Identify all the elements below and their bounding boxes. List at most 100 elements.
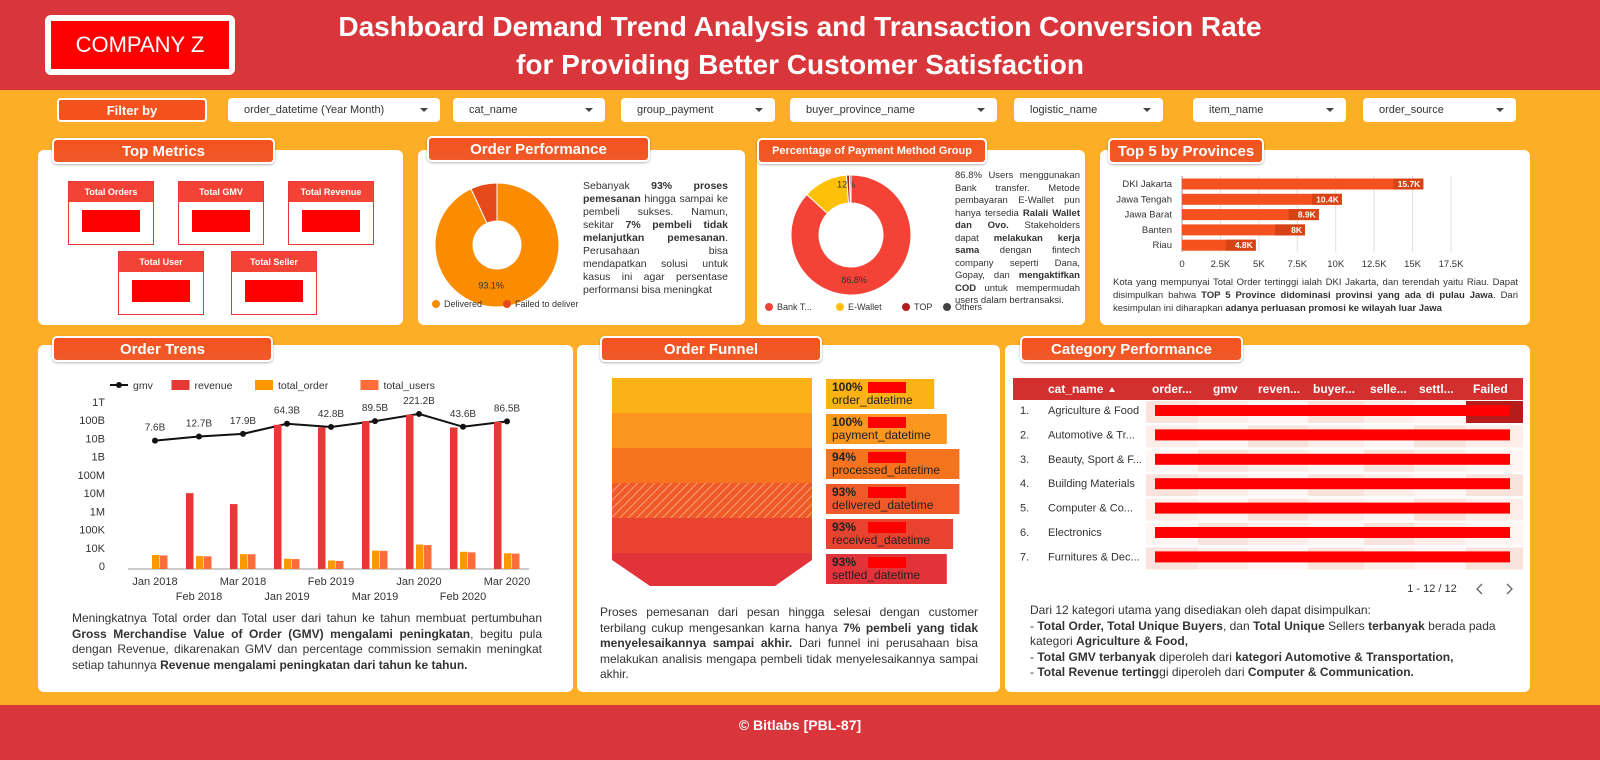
row-index: 3. — [1020, 454, 1029, 466]
legend-label: Others — [955, 302, 983, 312]
paragraph: Sebanyak 93% proses pemesanan hingga sam… — [583, 180, 728, 297]
row-index: 5. — [1020, 503, 1029, 515]
redacted — [1155, 429, 1510, 441]
value-label: 8K — [1291, 225, 1303, 235]
bar — [240, 554, 248, 569]
gmv-point — [416, 410, 422, 417]
redacted — [1155, 453, 1510, 465]
bar — [328, 560, 336, 569]
bar — [416, 544, 424, 569]
filter-dropdown[interactable]: logistic_name — [1014, 98, 1163, 122]
metric-card-title: Total Seller — [232, 252, 316, 272]
filter-dropdown[interactable]: buyer_province_name — [790, 98, 997, 122]
bar — [318, 427, 326, 569]
bar — [468, 552, 476, 569]
paragraph: Proses pemesanan dari pesan hingga seles… — [600, 605, 978, 683]
gmv-point — [504, 418, 510, 425]
bar — [204, 556, 212, 569]
filter-dropdown[interactable]: group_payment — [621, 98, 775, 122]
bold-run: Agriculture & Food, — [1076, 634, 1189, 648]
column-header: cat_name — [1048, 382, 1104, 396]
redacted-value — [191, 210, 251, 232]
text-run: Dari 12 kategori utama yang disediakan o… — [1030, 603, 1371, 617]
legend-label: total_users — [384, 380, 435, 392]
bold-run: TOP 5 Province didominasi provinsi yang … — [1201, 290, 1493, 301]
legend-swatch — [902, 303, 910, 311]
stage-name: delivered_datetime — [832, 498, 934, 512]
bold-run: Revenue mengalami peningkatan dari tahun… — [160, 657, 468, 672]
redacted — [1155, 527, 1510, 538]
x-tick-label: Mar 2019 — [352, 591, 398, 603]
paragraph: - Total Revenue tertinggi diperoleh dari… — [1030, 665, 1500, 681]
bar — [1182, 239, 1256, 251]
bar — [504, 553, 512, 569]
stage-percent: 93% — [832, 485, 856, 499]
value-label: 7.6B — [145, 423, 166, 434]
stage-name: received_datetime — [832, 533, 930, 547]
bar — [274, 424, 282, 569]
funnel-stage — [612, 378, 812, 413]
x-tick-label: Feb 2018 — [176, 591, 222, 603]
annotation: Kota yang mempunyai Total Order tertingg… — [1113, 276, 1518, 315]
prev-page[interactable] — [1476, 583, 1483, 595]
row-index: 7. — [1020, 551, 1029, 563]
annotation: Sebanyak 93% proses pemesanan hingga sam… — [583, 180, 728, 297]
y-tick-label: Riau — [1152, 240, 1172, 251]
paragraph: 86.8% Users menggunakan Bank transfer. M… — [955, 170, 1080, 308]
next-page[interactable] — [1506, 583, 1513, 595]
row-name: Automotive & Tr... — [1048, 429, 1135, 441]
text-run: Kota yang mempunyai Total Order tertingg… — [1113, 277, 1518, 301]
row-index: 4. — [1020, 478, 1029, 490]
dashboard-title: Dashboard Demand Trend Analysis and Tran… — [300, 8, 1300, 84]
column-header: buyer... — [1313, 382, 1355, 396]
pie-slice — [434, 182, 560, 308]
filter-dropdown[interactable]: order_source — [1363, 98, 1516, 122]
bold-run: 93% proses pemesanan — [583, 180, 728, 205]
value-label: 8.9K — [1298, 210, 1317, 220]
text-run: hingga sampai ke pembeli sukses. Namun, … — [583, 193, 728, 231]
metric-card-title: Total User — [119, 252, 203, 272]
filter-dropdown[interactable]: cat_name — [453, 98, 605, 122]
bar — [336, 560, 344, 569]
bar — [512, 553, 520, 569]
row-name: Beauty, Sport & F... — [1048, 454, 1142, 466]
value-label: 64.3B — [274, 406, 300, 417]
paragraph: Dari 12 kategori utama yang disediakan o… — [1030, 603, 1500, 619]
stage-percent: 100% — [832, 415, 863, 429]
legend-label: gmv — [133, 380, 154, 392]
bar — [152, 555, 160, 569]
y-tick-label: 100B — [79, 415, 105, 427]
legend-label: Bank T... — [777, 302, 812, 312]
gmv-point — [372, 418, 378, 425]
row-index: 1. — [1020, 405, 1029, 417]
bold-run: melakukan kerja sama — [955, 232, 1080, 257]
value-label: 15.7K — [1398, 179, 1422, 189]
sort-icon — [1109, 387, 1115, 392]
column-header: order... — [1152, 382, 1192, 396]
filter-dropdown[interactable]: order_datetime (Year Month) — [228, 98, 440, 122]
bar — [1182, 224, 1305, 236]
slice-label: 86.8% — [841, 275, 867, 285]
stage-name: settled_datetime — [832, 568, 920, 582]
title-line: for Providing Better Customer Satisfacti… — [516, 49, 1084, 80]
text-run: Meningkatnya Total order dan Total user … — [72, 611, 542, 625]
y-tick-label: 1M — [90, 506, 105, 518]
bold-run: Gross Merchandise Value of Order (GMV) m… — [72, 626, 471, 641]
header-bar — [0, 0, 1600, 90]
text-run: - — [1030, 665, 1038, 679]
row-index: 6. — [1020, 527, 1029, 539]
row-index: 2. — [1020, 429, 1029, 441]
legend-swatch — [432, 300, 440, 308]
legend-swatch — [943, 303, 951, 311]
row-name: Electronics — [1048, 527, 1102, 539]
bar — [460, 551, 468, 569]
legend-swatch — [116, 382, 122, 388]
x-tick-label: Mar 2020 — [484, 576, 530, 588]
metric-card-title: Total Revenue — [289, 182, 373, 202]
filter-dropdown[interactable]: item_name — [1193, 98, 1346, 122]
pie-slice — [790, 174, 912, 296]
x-tick-label: Jan 2020 — [396, 576, 441, 588]
redacted — [1155, 502, 1510, 514]
y-tick-label: 100K — [79, 525, 105, 537]
gmv-point — [328, 423, 334, 430]
